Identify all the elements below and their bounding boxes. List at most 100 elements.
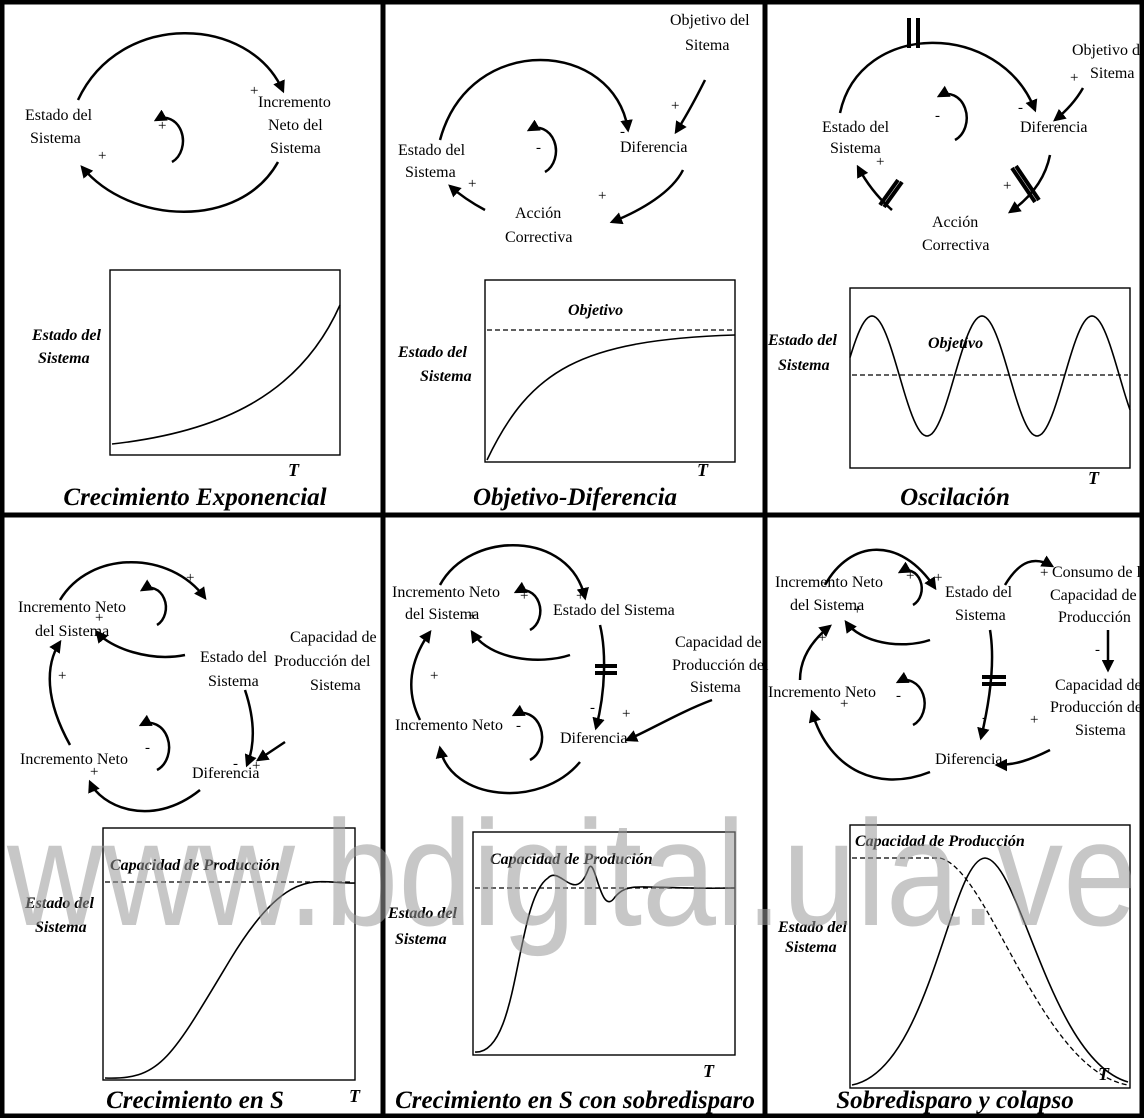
polarity-sign: - bbox=[935, 108, 940, 124]
causal-arrow bbox=[823, 548, 937, 591]
graph-y-label: Estado del bbox=[24, 895, 94, 912]
node-label: Diferencia bbox=[560, 730, 628, 747]
graph-box bbox=[102, 827, 356, 1081]
node-label: Estado del bbox=[398, 142, 466, 159]
node-label: Incremento Neto bbox=[18, 599, 126, 616]
graph-box bbox=[849, 824, 1131, 1089]
graph-x-label: T bbox=[697, 460, 709, 480]
polarity-sign: + bbox=[143, 578, 151, 594]
causal-arrow bbox=[435, 745, 581, 795]
graph-box bbox=[484, 279, 736, 463]
node-label: Sitema bbox=[685, 37, 729, 54]
node-label: Objetivo del bbox=[670, 12, 750, 29]
node-label: Diferencia bbox=[1020, 119, 1088, 136]
causal-arrow bbox=[936, 85, 968, 142]
node-label: Incremento Neto bbox=[392, 584, 500, 601]
polarity-sign: + bbox=[576, 588, 584, 604]
causal-arrow bbox=[448, 184, 486, 212]
causal-arrow bbox=[95, 630, 186, 659]
polarity-sign: + bbox=[90, 764, 98, 780]
node-label: Capacidad de bbox=[1055, 677, 1142, 694]
polarity-sign: + bbox=[95, 610, 103, 626]
polarity-sign: + bbox=[1030, 712, 1038, 728]
node-label: Sistema bbox=[830, 140, 881, 157]
delay-mark bbox=[1010, 166, 1037, 204]
behavior-curve bbox=[486, 334, 736, 461]
node-label: Correctiva bbox=[505, 229, 573, 246]
node-label: Capacidad de bbox=[1050, 587, 1137, 604]
node-label: Objetivo del bbox=[1072, 42, 1144, 59]
node-label: Sitema bbox=[1090, 65, 1134, 82]
polarity-sign: + bbox=[98, 148, 106, 164]
graph-y-label: Sistema bbox=[38, 350, 90, 367]
polarity-sign: - bbox=[233, 756, 238, 772]
causal-arrow bbox=[139, 579, 168, 627]
causal-arrow bbox=[58, 561, 207, 601]
node-label: Incremento bbox=[258, 94, 331, 111]
node-label: Incremento Neto bbox=[20, 751, 128, 768]
polarity-sign: - bbox=[982, 710, 987, 726]
graph-y-label: Sistema bbox=[395, 931, 447, 948]
polarity-sign: + bbox=[1003, 178, 1011, 194]
graph-annotation: Capacidad de Producción bbox=[110, 857, 280, 874]
causal-arrow bbox=[511, 704, 544, 762]
polarity-sign: - bbox=[536, 140, 541, 156]
polarity-sign: + bbox=[622, 706, 630, 722]
graph-x-label: T bbox=[349, 1086, 361, 1106]
causal-arrow bbox=[844, 619, 931, 646]
graph-x-label: T bbox=[288, 460, 300, 480]
causal-arrow bbox=[808, 709, 931, 781]
polarity-sign: + bbox=[520, 588, 528, 604]
causal-arrow bbox=[80, 161, 280, 213]
delay-mark bbox=[882, 180, 904, 209]
node-label: Acción bbox=[932, 214, 978, 231]
graph-y-label: Sistema bbox=[35, 919, 87, 936]
node-label: Sistema bbox=[955, 607, 1006, 624]
capacity-line bbox=[852, 857, 1129, 1086]
polarity-sign: - bbox=[1095, 642, 1100, 658]
polarity-sign: + bbox=[252, 758, 260, 774]
causal-arrow bbox=[838, 41, 1038, 114]
graph-annotation: Capacidad de Producción bbox=[855, 833, 1025, 850]
polarity-sign: + bbox=[906, 568, 914, 584]
panel-title: Oscilación bbox=[900, 484, 1010, 511]
polarity-sign: + bbox=[598, 188, 606, 204]
causal-arrow bbox=[592, 624, 606, 731]
polarity-sign: - bbox=[1018, 100, 1023, 116]
causal-arrow bbox=[856, 164, 893, 211]
polarity-sign: - bbox=[590, 700, 595, 716]
causal-arrow bbox=[470, 629, 571, 661]
polarity-sign: + bbox=[934, 570, 942, 586]
delay-mark bbox=[1014, 164, 1041, 202]
behavior-curve bbox=[111, 304, 341, 445]
polarity-sign: + bbox=[468, 608, 476, 624]
polarity-sign: + bbox=[1040, 565, 1048, 581]
node-label: Acción bbox=[515, 205, 561, 222]
panel-title: Crecimiento Exponencial bbox=[63, 484, 326, 511]
causal-arrow bbox=[674, 79, 707, 135]
node-label: del Sistema bbox=[35, 623, 109, 640]
node-label: Capacidad de bbox=[290, 629, 377, 646]
node-label: Diferencia bbox=[935, 751, 1003, 768]
node-label: Diferencia bbox=[192, 765, 260, 782]
texts: Estado del Sistema Incremento Neto del Siste… bbox=[6, 12, 1144, 1114]
node-label: Estado del bbox=[822, 119, 890, 136]
node-label: Diferencia bbox=[620, 139, 688, 156]
polarity-sign: + bbox=[58, 668, 66, 684]
polarity-sign: - bbox=[896, 688, 901, 704]
node-label: Incremento Neto bbox=[395, 717, 503, 734]
causal-arrow bbox=[624, 698, 713, 742]
node-label: Producción del bbox=[672, 657, 769, 674]
causal-arrow bbox=[255, 740, 286, 762]
panel-title: Objetivo-Diferencia bbox=[473, 484, 677, 511]
causal-arrow bbox=[243, 689, 257, 768]
behavior-curve bbox=[104, 880, 356, 1079]
causal-arrow bbox=[410, 629, 432, 721]
causal-arrow bbox=[897, 561, 923, 607]
node-label: Sistema bbox=[1075, 722, 1126, 739]
polarity-sign: + bbox=[876, 154, 884, 170]
graph-y-label: Estado del bbox=[387, 905, 457, 922]
graph-y-label: Sistema bbox=[785, 939, 837, 956]
